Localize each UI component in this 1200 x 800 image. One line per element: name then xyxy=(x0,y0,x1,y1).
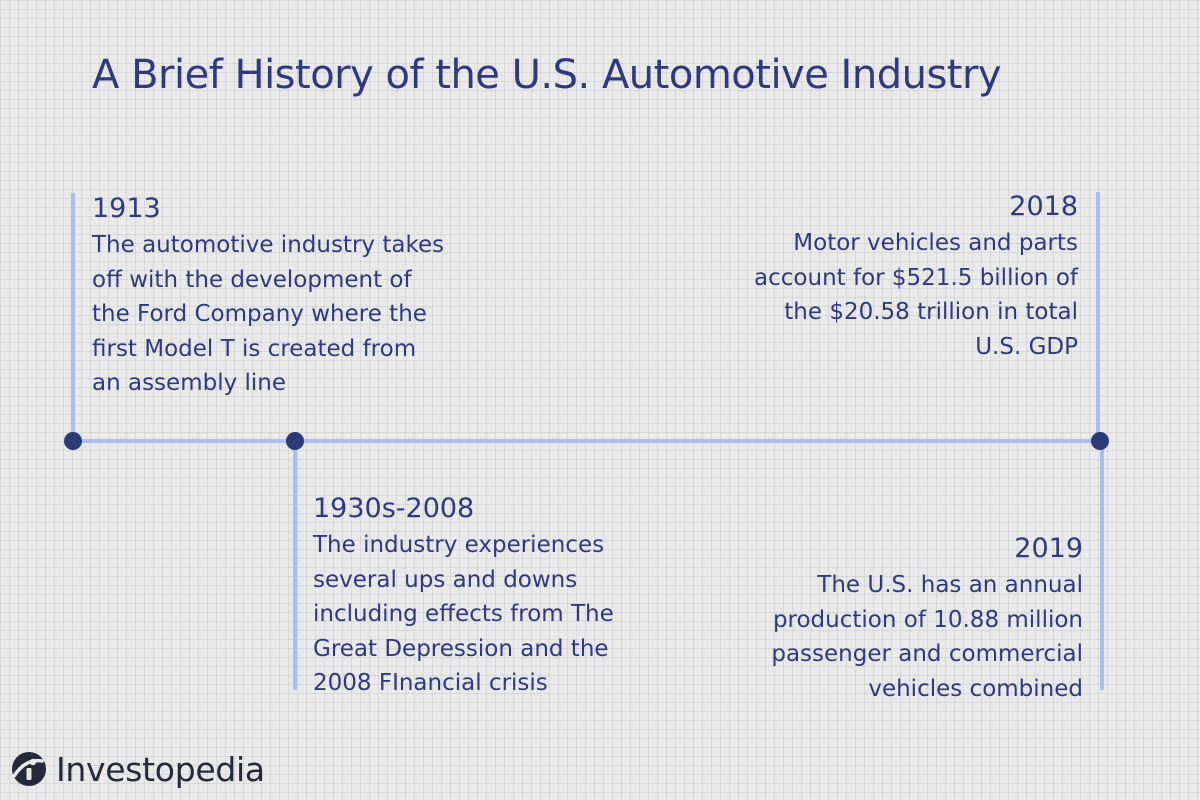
event-2018: 2018 Motor vehicles and parts account fo… xyxy=(740,190,1078,364)
event-1930s-2008: 1930s-2008 The industry experiences seve… xyxy=(313,492,653,701)
brand-name: Investopedia xyxy=(56,749,265,789)
investopedia-logo-icon xyxy=(12,752,46,786)
event-2019: 2019 The U.S. has an annual production o… xyxy=(740,532,1083,706)
event-1913-node xyxy=(64,432,82,450)
event-description: The industry experiences several ups and… xyxy=(313,532,614,696)
event-2018-2019-node xyxy=(1091,432,1109,450)
event-1913: 1913 The automotive industry takes off w… xyxy=(92,192,452,401)
event-description: The automotive industry takes off with t… xyxy=(92,232,445,396)
event-1930s-node xyxy=(286,432,304,450)
event-description: The U.S. has an annual production of 10.… xyxy=(771,572,1083,702)
event-year: 1913 xyxy=(92,193,161,224)
page-title: A Brief History of the U.S. Automotive I… xyxy=(92,52,1002,98)
event-year: 2019 xyxy=(1014,533,1083,564)
event-description: Motor vehicles and parts account for $52… xyxy=(754,230,1078,360)
brand-logo: Investopedia xyxy=(6,747,265,791)
event-year: 1930s-2008 xyxy=(313,493,475,524)
event-year: 2018 xyxy=(1009,191,1078,222)
